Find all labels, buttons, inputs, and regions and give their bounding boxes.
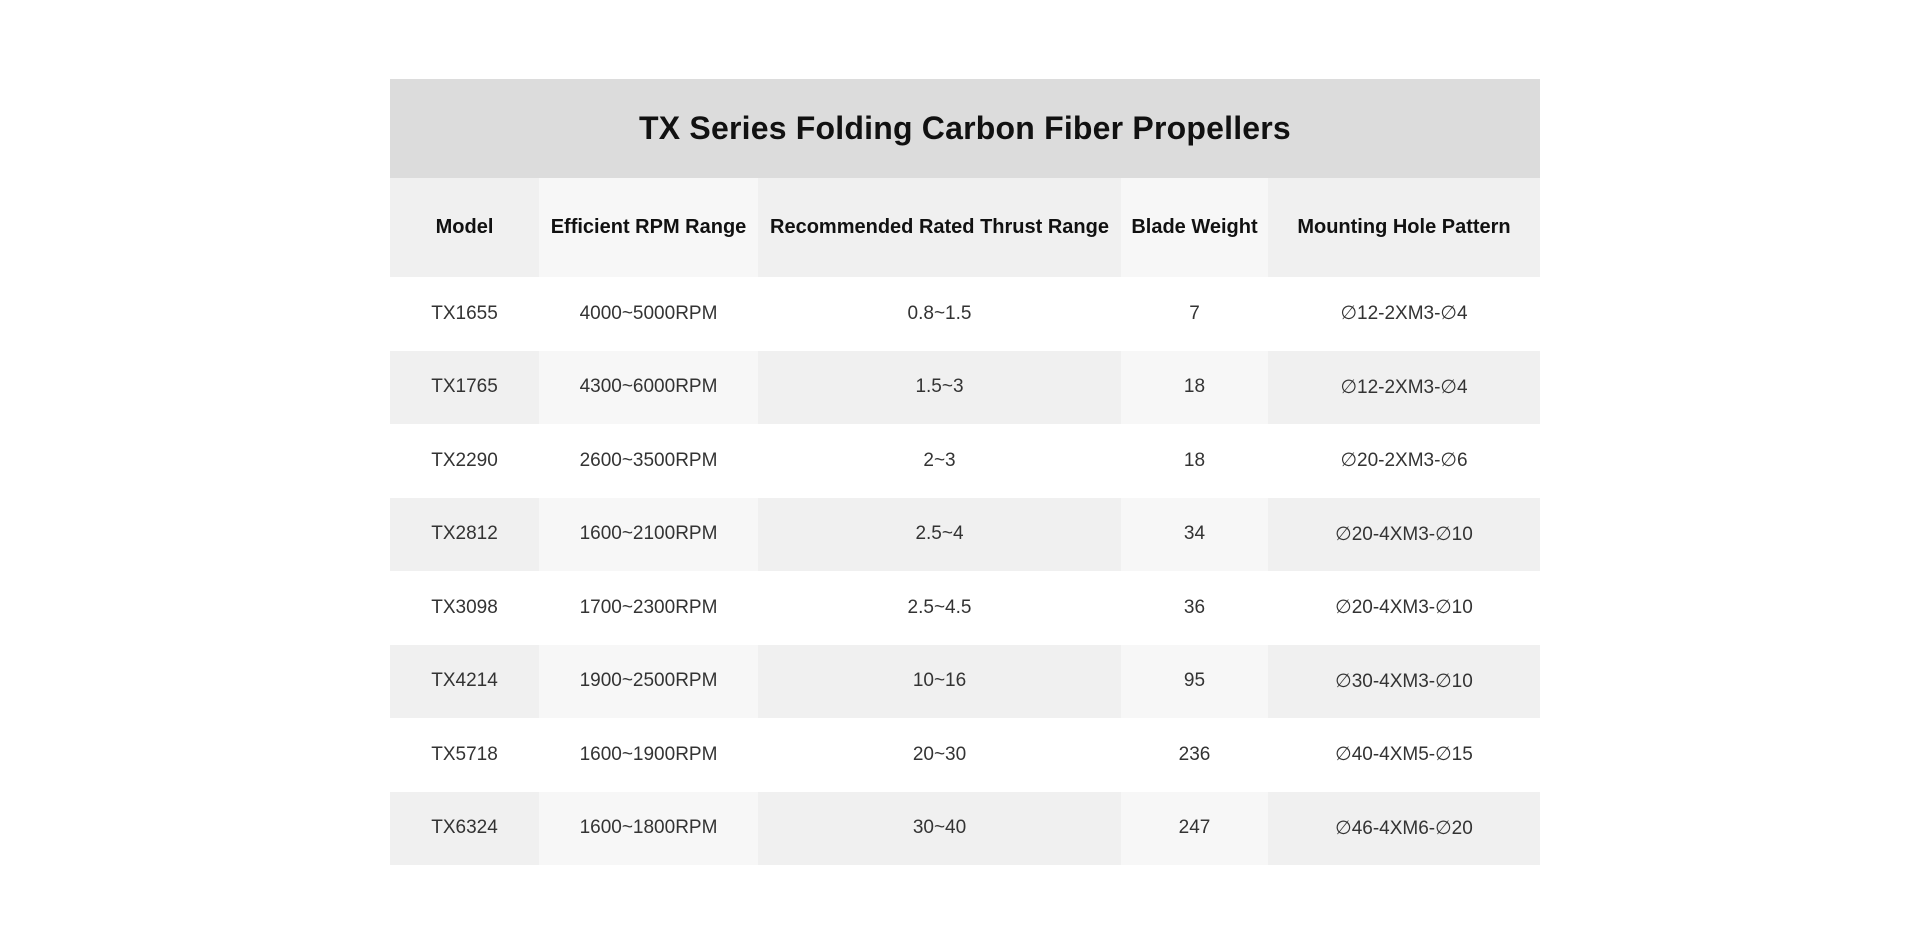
- header-thrust: Recommended Rated Thrust Range: [758, 178, 1121, 277]
- cell-thrust: 2.5~4.5: [758, 571, 1121, 645]
- table-row: TX1655 4000~5000RPM 0.8~1.5 7 ∅12-2XM3-∅4: [390, 277, 1540, 351]
- cell-thrust: 2.5~4: [758, 497, 1121, 571]
- cell-rpm: 1600~1900RPM: [539, 718, 758, 792]
- cell-weight: 34: [1121, 497, 1268, 571]
- table-row: TX1765 4300~6000RPM 1.5~3 18 ∅12-2XM3-∅4: [390, 350, 1540, 424]
- table-row: TX3098 1700~2300RPM 2.5~4.5 36 ∅20-4XM3-∅10: [390, 571, 1540, 645]
- spec-table-container: TX Series Folding Carbon Fiber Propeller…: [390, 79, 1540, 865]
- cell-mounting: ∅12-2XM3-∅4: [1268, 277, 1540, 351]
- cell-model: TX3098: [390, 571, 539, 645]
- header-weight: Blade Weight: [1121, 178, 1268, 277]
- cell-rpm: 2600~3500RPM: [539, 424, 758, 498]
- cell-mounting: ∅20-4XM3-∅10: [1268, 571, 1540, 645]
- cell-weight: 36: [1121, 571, 1268, 645]
- cell-model: TX6324: [390, 791, 539, 865]
- cell-weight: 236: [1121, 718, 1268, 792]
- table-row: TX6324 1600~1800RPM 30~40 247 ∅46-4XM6-∅20: [390, 791, 1540, 865]
- cell-model: TX1765: [390, 350, 539, 424]
- cell-model: TX2290: [390, 424, 539, 498]
- table-row: TX2812 1600~2100RPM 2.5~4 34 ∅20-4XM3-∅10: [390, 497, 1540, 571]
- cell-thrust: 1.5~3: [758, 350, 1121, 424]
- table-row: TX2290 2600~3500RPM 2~3 18 ∅20-2XM3-∅6: [390, 424, 1540, 498]
- cell-mounting: ∅46-4XM6-∅20: [1268, 791, 1540, 865]
- cell-weight: 247: [1121, 791, 1268, 865]
- spec-table: Model Efficient RPM Range Recommended Ra…: [390, 178, 1540, 865]
- cell-rpm: 1600~2100RPM: [539, 497, 758, 571]
- table-row: TX5718 1600~1900RPM 20~30 236 ∅40-4XM5-∅15: [390, 718, 1540, 792]
- cell-rpm: 1600~1800RPM: [539, 791, 758, 865]
- cell-rpm: 1900~2500RPM: [539, 644, 758, 718]
- cell-mounting: ∅30-4XM3-∅10: [1268, 644, 1540, 718]
- header-mounting: Mounting Hole Pattern: [1268, 178, 1540, 277]
- cell-model: TX1655: [390, 277, 539, 351]
- header-model: Model: [390, 178, 539, 277]
- table-body: TX1655 4000~5000RPM 0.8~1.5 7 ∅12-2XM3-∅4 TX1…: [390, 277, 1540, 865]
- cell-rpm: 4000~5000RPM: [539, 277, 758, 351]
- header-row: Model Efficient RPM Range Recommended Ra…: [390, 178, 1540, 277]
- cell-thrust: 10~16: [758, 644, 1121, 718]
- cell-rpm: 1700~2300RPM: [539, 571, 758, 645]
- cell-model: TX4214: [390, 644, 539, 718]
- cell-weight: 18: [1121, 424, 1268, 498]
- cell-mounting: ∅40-4XM5-∅15: [1268, 718, 1540, 792]
- table-row: TX4214 1900~2500RPM 10~16 95 ∅30-4XM3-∅10: [390, 644, 1540, 718]
- cell-mounting: ∅12-2XM3-∅4: [1268, 350, 1540, 424]
- cell-rpm: 4300~6000RPM: [539, 350, 758, 424]
- table-title-bar: TX Series Folding Carbon Fiber Propeller…: [390, 79, 1540, 178]
- cell-thrust: 20~30: [758, 718, 1121, 792]
- cell-thrust: 30~40: [758, 791, 1121, 865]
- cell-thrust: 2~3: [758, 424, 1121, 498]
- cell-weight: 7: [1121, 277, 1268, 351]
- cell-mounting: ∅20-4XM3-∅10: [1268, 497, 1540, 571]
- cell-weight: 18: [1121, 350, 1268, 424]
- cell-model: TX2812: [390, 497, 539, 571]
- table-title: TX Series Folding Carbon Fiber Propeller…: [639, 110, 1291, 146]
- cell-thrust: 0.8~1.5: [758, 277, 1121, 351]
- cell-mounting: ∅20-2XM3-∅6: [1268, 424, 1540, 498]
- header-rpm: Efficient RPM Range: [539, 178, 758, 277]
- cell-model: TX5718: [390, 718, 539, 792]
- cell-weight: 95: [1121, 644, 1268, 718]
